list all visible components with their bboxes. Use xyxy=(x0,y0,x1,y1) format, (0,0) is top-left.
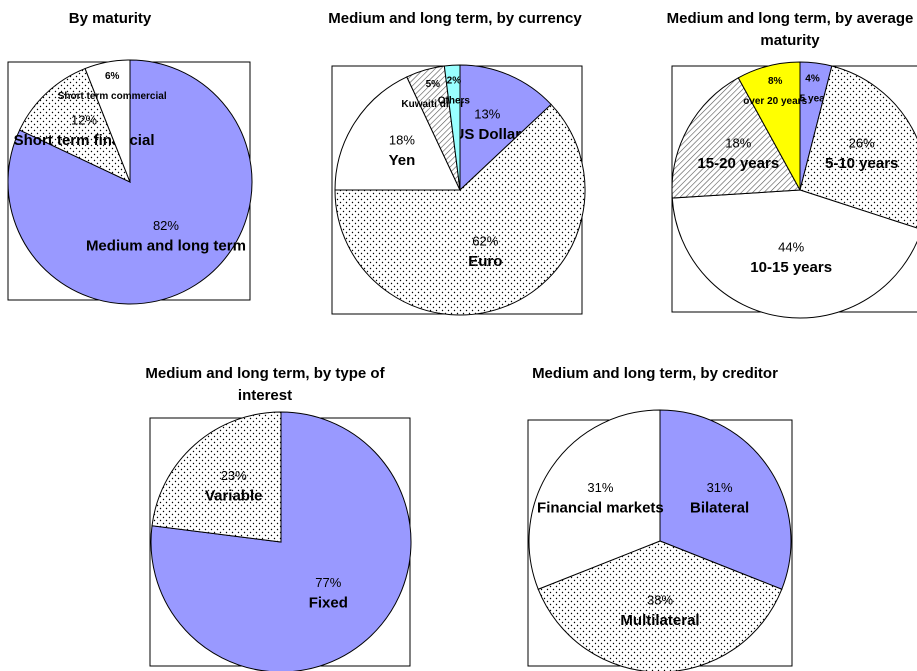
slice-category-label: Multilateral xyxy=(620,612,699,629)
slice-value-label: 23% xyxy=(221,468,247,483)
chart-title: Medium and long term, by creditor xyxy=(532,365,778,382)
slice-value-label: 77% xyxy=(315,575,341,590)
slice-value-label: 6% xyxy=(105,71,120,82)
slice-category-label: Euro xyxy=(468,253,502,270)
pie-slice xyxy=(84,59,131,183)
slice-value-label: 18% xyxy=(725,136,751,151)
slice-value-label: 44% xyxy=(778,239,804,254)
pie-slice xyxy=(151,411,282,543)
pie-slice xyxy=(671,77,801,199)
slice-value-label: 18% xyxy=(389,133,415,148)
slice-category-label: 10-15 years xyxy=(750,259,832,276)
slice-category-label: Short term financial xyxy=(14,132,155,149)
pie-slice xyxy=(528,409,661,590)
slice-category-label: Fixed xyxy=(309,595,348,612)
slice-category-label: Short term commercial xyxy=(58,91,167,102)
slice-value-label: 8% xyxy=(768,76,783,87)
chart-title: By maturity xyxy=(68,10,152,27)
slice-category-label: Others xyxy=(438,95,471,106)
slice-category-label: Yen xyxy=(389,152,416,169)
slice-category-label: 5-10 years xyxy=(825,155,898,172)
pie-slice xyxy=(459,64,552,192)
slice-category-label: Bilateral xyxy=(690,499,749,516)
slice-category-label: over 20 years xyxy=(743,96,807,107)
slice-category-label: 15-20 years xyxy=(697,155,779,172)
pie-slice xyxy=(18,67,131,183)
slice-category-label: US Dollar xyxy=(454,126,522,143)
slice-value-label: 4% xyxy=(805,74,820,85)
chart-title: Medium and long term, by currency xyxy=(328,10,582,27)
pie-slice xyxy=(537,540,783,671)
slice-value-label: 38% xyxy=(647,592,673,607)
slice-value-label: 12% xyxy=(71,113,97,128)
slice-category-label: 1-5 years xyxy=(791,94,835,105)
slice-category-label: Variable xyxy=(205,487,263,504)
slice-category-label: Kuwaiti dinar xyxy=(401,99,464,110)
chart-title: Medium and long term, by type of interes… xyxy=(145,365,385,404)
pie-slice xyxy=(799,65,917,229)
slice-category-label: Medium and long term xyxy=(86,238,246,255)
chart-title: Medium and long term, by average maturit… xyxy=(666,10,914,49)
pie-slice xyxy=(671,189,917,319)
pie-slice xyxy=(737,61,801,191)
slice-value-label: 5% xyxy=(426,79,441,90)
slice-category-label: Financial markets xyxy=(537,499,664,516)
slice-value-label: 2% xyxy=(447,75,462,86)
slice-value-label: 26% xyxy=(849,136,875,151)
pie-slice xyxy=(443,64,461,191)
pie-slice xyxy=(334,76,461,191)
slice-value-label: 31% xyxy=(707,480,733,495)
slice-value-label: 13% xyxy=(474,106,500,121)
pie-slice xyxy=(659,409,792,590)
slice-value-label: 31% xyxy=(587,480,613,495)
pie-slice xyxy=(334,103,586,316)
slice-value-label: 82% xyxy=(153,218,179,233)
slice-value-label: 62% xyxy=(472,233,498,248)
